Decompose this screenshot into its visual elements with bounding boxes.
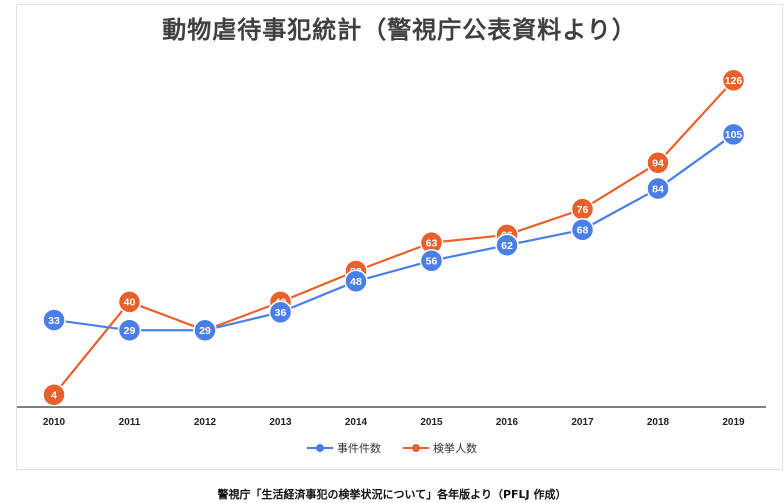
data-point [42,308,66,332]
data-point [419,248,444,273]
data-point [646,151,670,175]
data-label: 68 [577,225,589,237]
legend-item-arrests[interactable]: 検挙人数 [403,440,477,456]
series-line-1 [53,79,735,396]
data-point [117,318,142,343]
legend-marker-incidents [307,444,333,452]
data-point [344,269,368,294]
chart-title: 動物虐待事犯統計（警視庁公表資料より） [162,16,637,44]
data-point [117,290,142,314]
x-tick-label: 2013 [269,417,292,428]
data-label: 4 [51,389,57,401]
x-tick-label: 2017 [571,417,594,428]
chart-legend: 事件件数 検挙人数 [0,440,784,456]
chart-card [16,4,783,470]
data-point [495,233,519,257]
x-tick-label: 2016 [496,417,519,428]
x-tick-label: 2014 [345,417,368,428]
legend-item-incidents[interactable]: 事件件数 [307,440,381,456]
data-label: 29 [124,325,136,337]
data-label: 40 [124,297,136,309]
data-label: 76 [577,204,589,216]
data-point [721,122,746,147]
data-label: 33 [48,315,60,327]
data-label: 126 [725,75,743,87]
x-tick-label: 2019 [722,417,745,428]
data-label: 56 [426,255,438,267]
source-note: 警視庁「生活経済事犯の検挙状況について」各年版より（PFLJ 作成） [217,488,567,501]
data-point [193,318,217,343]
data-label: 36 [275,307,287,319]
x-tick-label: 2011 [119,417,141,428]
x-tick-label: 2018 [647,417,670,428]
data-point [42,382,66,407]
data-point [268,300,293,324]
data-label: 105 [725,129,743,141]
data-label: 94 [652,158,664,170]
legend-label-arrests: 検挙人数 [433,442,477,455]
data-label: 84 [652,183,664,195]
data-label: 48 [350,276,362,288]
data-point [721,68,746,93]
data-point [570,218,595,242]
data-label: 63 [426,237,438,249]
data-point [646,176,670,201]
x-tick-label: 2012 [194,417,217,428]
x-tick-label: 2015 [420,417,443,428]
legend-marker-arrests [403,444,429,452]
data-label: 62 [501,240,513,252]
legend-label-incidents: 事件件数 [337,442,381,455]
x-tick-label: 2010 [43,417,66,428]
data-label: 29 [199,325,211,337]
series-line-0 [53,133,735,332]
